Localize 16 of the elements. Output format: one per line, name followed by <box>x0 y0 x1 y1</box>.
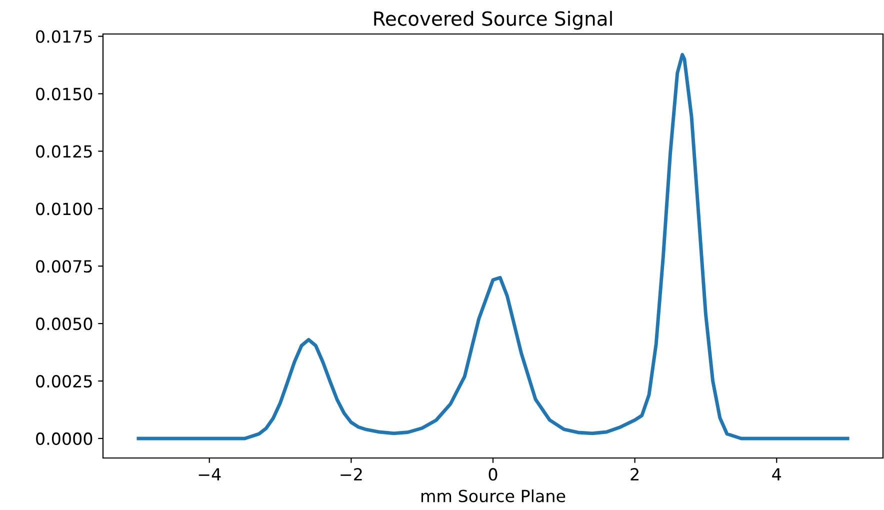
x-axis-title: mm Source Plane <box>422 489 566 502</box>
y-tick-label: 0.0025 <box>36 374 92 388</box>
y-tick-label: 0.0125 <box>36 145 92 158</box>
x-tick-label: −4 <box>198 468 221 480</box>
line-series <box>136 52 850 440</box>
x-tick-label: 4 <box>772 468 782 480</box>
y-tick-label: 0.0000 <box>36 432 92 446</box>
chart-title: Recovered Source Signal <box>374 10 612 30</box>
y-tick-label: 0.0100 <box>36 202 92 216</box>
x-tick-label: 2 <box>630 468 638 480</box>
x-tick-label: −2 <box>340 468 362 480</box>
y-tick-label: 0.0175 <box>36 30 92 43</box>
y-tick-label: 0.0050 <box>36 318 92 330</box>
y-tick-label: 0.0075 <box>36 260 92 273</box>
y-tick-label: 0.0150 <box>36 88 92 100</box>
x-tick-label: 0 <box>488 468 498 481</box>
